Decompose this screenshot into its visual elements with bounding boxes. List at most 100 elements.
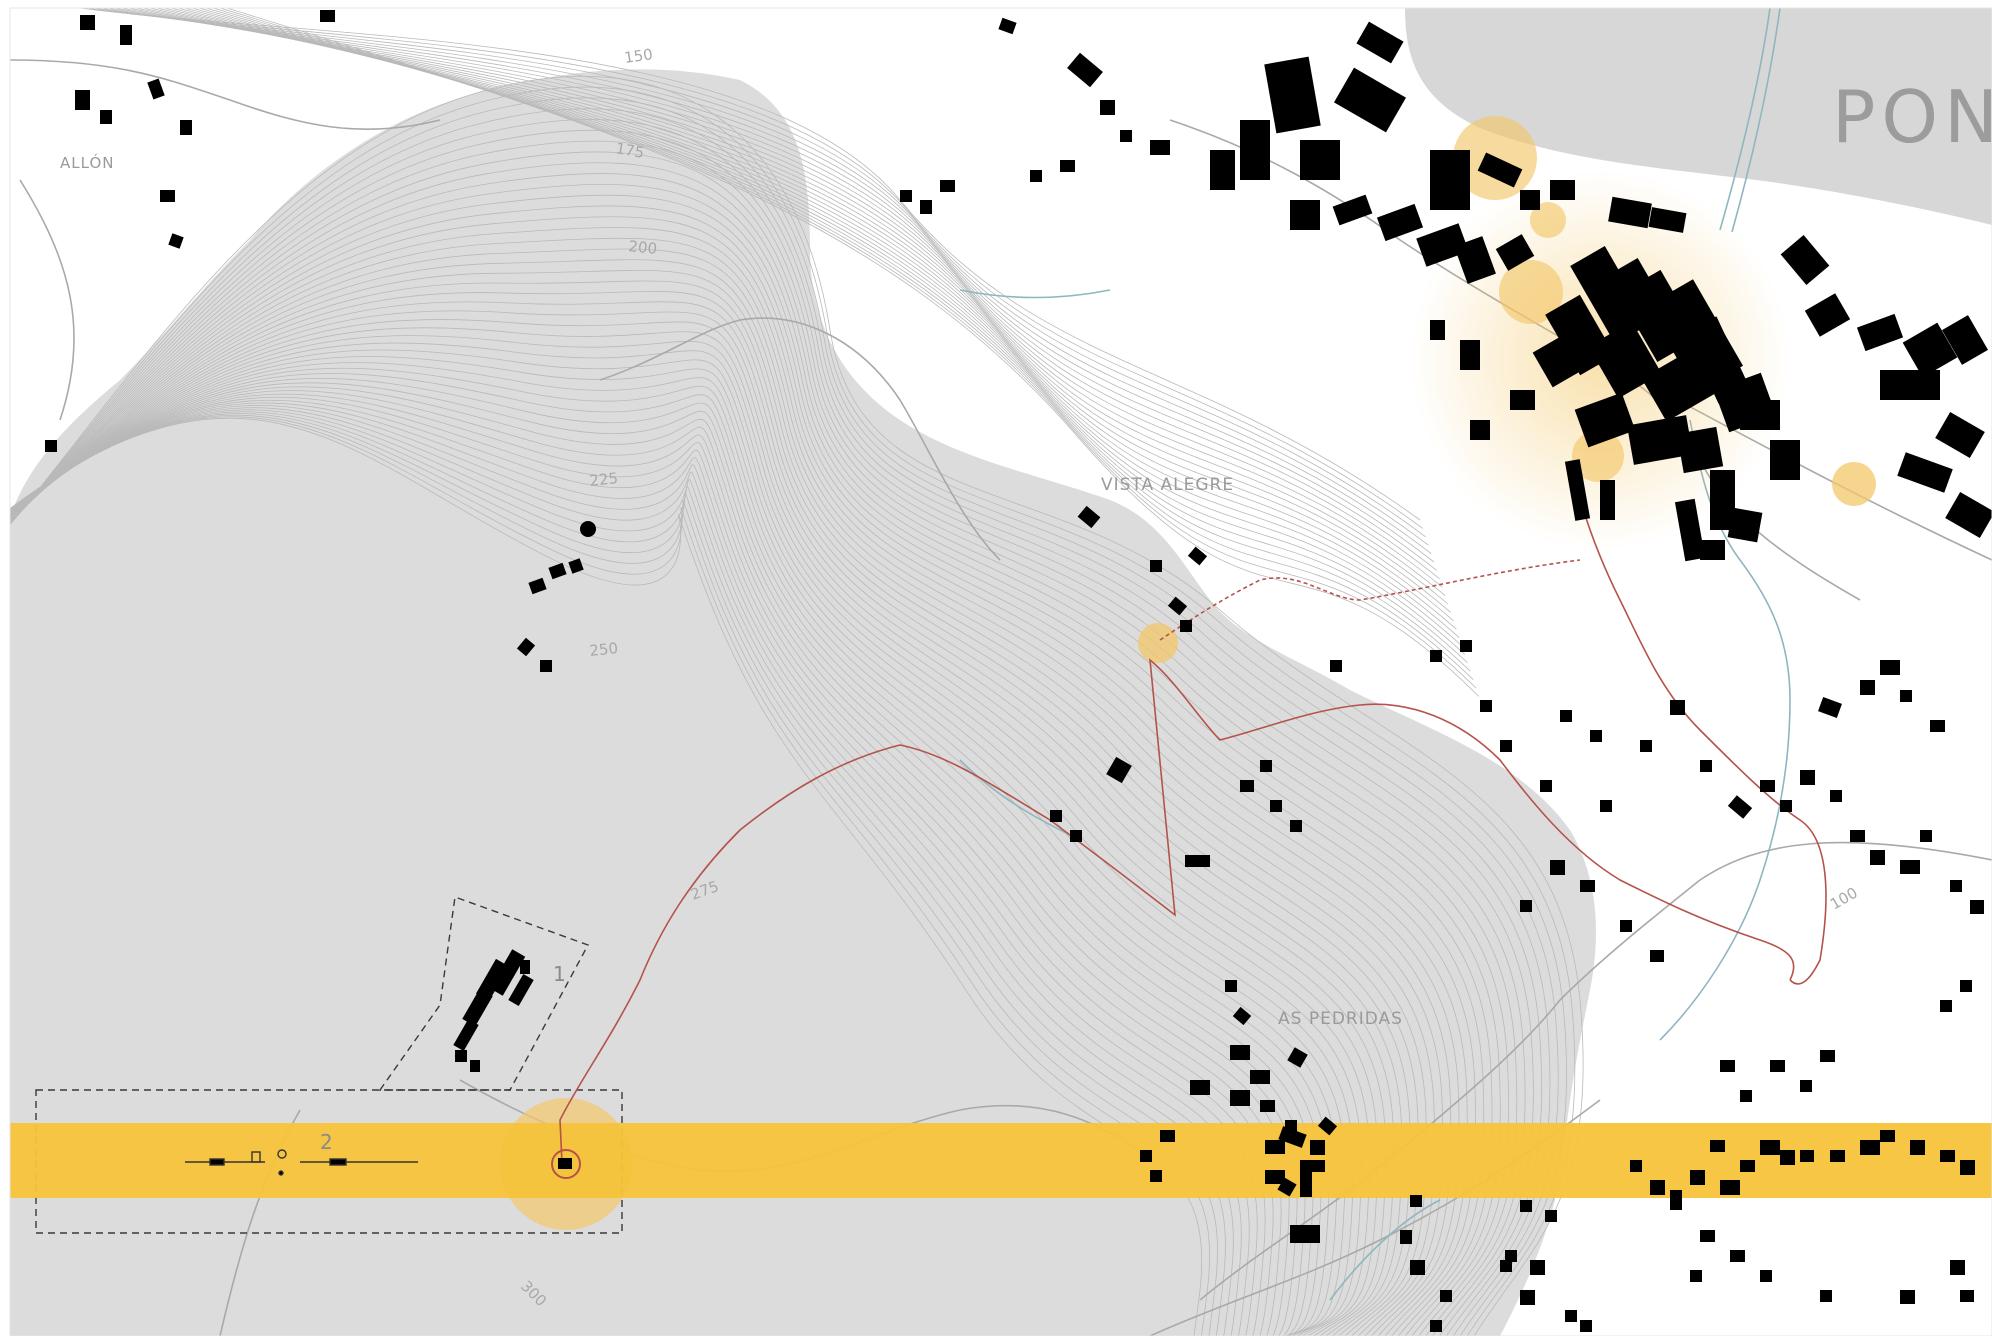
building xyxy=(462,988,493,1027)
building xyxy=(1641,348,1719,422)
contour-line xyxy=(142,8,1446,596)
building xyxy=(1720,1060,1735,1072)
building xyxy=(1960,1160,1975,1175)
contour-line xyxy=(10,130,1543,1336)
building xyxy=(1180,620,1192,632)
building xyxy=(1150,1170,1162,1182)
building xyxy=(1674,498,1706,562)
building xyxy=(1590,730,1602,742)
building xyxy=(1317,1116,1338,1136)
building xyxy=(1290,1225,1320,1243)
building xyxy=(1727,507,1763,543)
building xyxy=(470,1060,480,1072)
contour-line xyxy=(10,382,1314,1336)
building xyxy=(1265,1140,1285,1154)
building xyxy=(1100,100,1115,115)
building xyxy=(1935,412,1985,458)
building xyxy=(1740,1090,1752,1102)
building xyxy=(1670,700,1685,715)
building xyxy=(520,960,530,974)
building xyxy=(1477,152,1523,188)
building xyxy=(1920,830,1932,842)
building xyxy=(1290,200,1320,230)
building xyxy=(1187,546,1208,566)
building xyxy=(320,10,335,22)
building xyxy=(1290,820,1302,832)
contour-lines xyxy=(10,8,1584,1336)
building xyxy=(1830,790,1842,802)
building xyxy=(160,190,175,202)
building xyxy=(453,1019,479,1051)
building xyxy=(1900,860,1920,874)
route-main xyxy=(559,658,1795,1164)
building xyxy=(1520,1290,1535,1305)
building xyxy=(1225,980,1237,992)
building xyxy=(1940,1000,1952,1012)
building xyxy=(1860,680,1875,695)
building xyxy=(180,120,192,135)
building xyxy=(1440,1290,1452,1302)
building xyxy=(1676,426,1724,474)
contour-line xyxy=(107,8,1432,554)
building xyxy=(1760,1270,1772,1282)
building xyxy=(1530,1260,1545,1275)
zone-2-number: 2 xyxy=(320,1130,333,1154)
building xyxy=(568,558,584,574)
building xyxy=(1430,1320,1442,1332)
contour-line xyxy=(191,8,1466,655)
building xyxy=(1334,67,1406,133)
building xyxy=(1740,1160,1755,1172)
route-dashed xyxy=(1159,559,1581,641)
building xyxy=(1650,950,1664,962)
building xyxy=(1580,880,1595,892)
route-town xyxy=(1574,479,1827,985)
highlight-band xyxy=(10,1123,1992,1198)
building xyxy=(1780,235,1830,285)
building xyxy=(1600,480,1615,520)
building xyxy=(1260,1100,1275,1112)
building xyxy=(1910,1140,1925,1155)
building xyxy=(1430,650,1442,662)
building xyxy=(1210,150,1235,190)
building xyxy=(1650,1180,1665,1195)
building xyxy=(1332,194,1373,226)
building xyxy=(1150,560,1162,572)
building xyxy=(1870,850,1885,865)
contour-line xyxy=(93,8,1426,538)
building xyxy=(1356,21,1404,64)
contour-line xyxy=(10,151,1526,1336)
contour-line xyxy=(10,237,1460,1336)
building xyxy=(1770,440,1800,480)
building xyxy=(1140,1150,1152,1162)
building xyxy=(1287,1047,1308,1068)
building xyxy=(940,180,955,192)
contour-line xyxy=(135,8,1443,588)
building xyxy=(1190,1080,1210,1095)
building xyxy=(1278,1126,1307,1148)
contour-line xyxy=(121,8,1438,571)
building xyxy=(1856,313,1904,352)
building xyxy=(80,15,95,30)
building xyxy=(1160,1130,1175,1142)
contour-line xyxy=(100,8,1429,546)
building xyxy=(1700,760,1712,772)
building xyxy=(1942,315,1988,365)
building xyxy=(1960,1290,1974,1302)
building xyxy=(920,200,932,214)
building xyxy=(1760,1140,1780,1155)
building xyxy=(1310,1140,1325,1155)
zone-1-number: 1 xyxy=(553,962,566,986)
building xyxy=(1780,1150,1795,1165)
building xyxy=(1410,1260,1425,1275)
building xyxy=(900,190,912,202)
contour-line xyxy=(156,8,1452,613)
building xyxy=(1410,1195,1422,1207)
contour-line xyxy=(10,216,1476,1336)
building xyxy=(1648,207,1687,233)
contour-line xyxy=(10,269,1435,1336)
building xyxy=(1470,420,1490,440)
contour-line xyxy=(10,140,1534,1336)
contour-line xyxy=(10,194,1493,1336)
building xyxy=(1232,1006,1252,1026)
contour-line xyxy=(177,8,1460,638)
